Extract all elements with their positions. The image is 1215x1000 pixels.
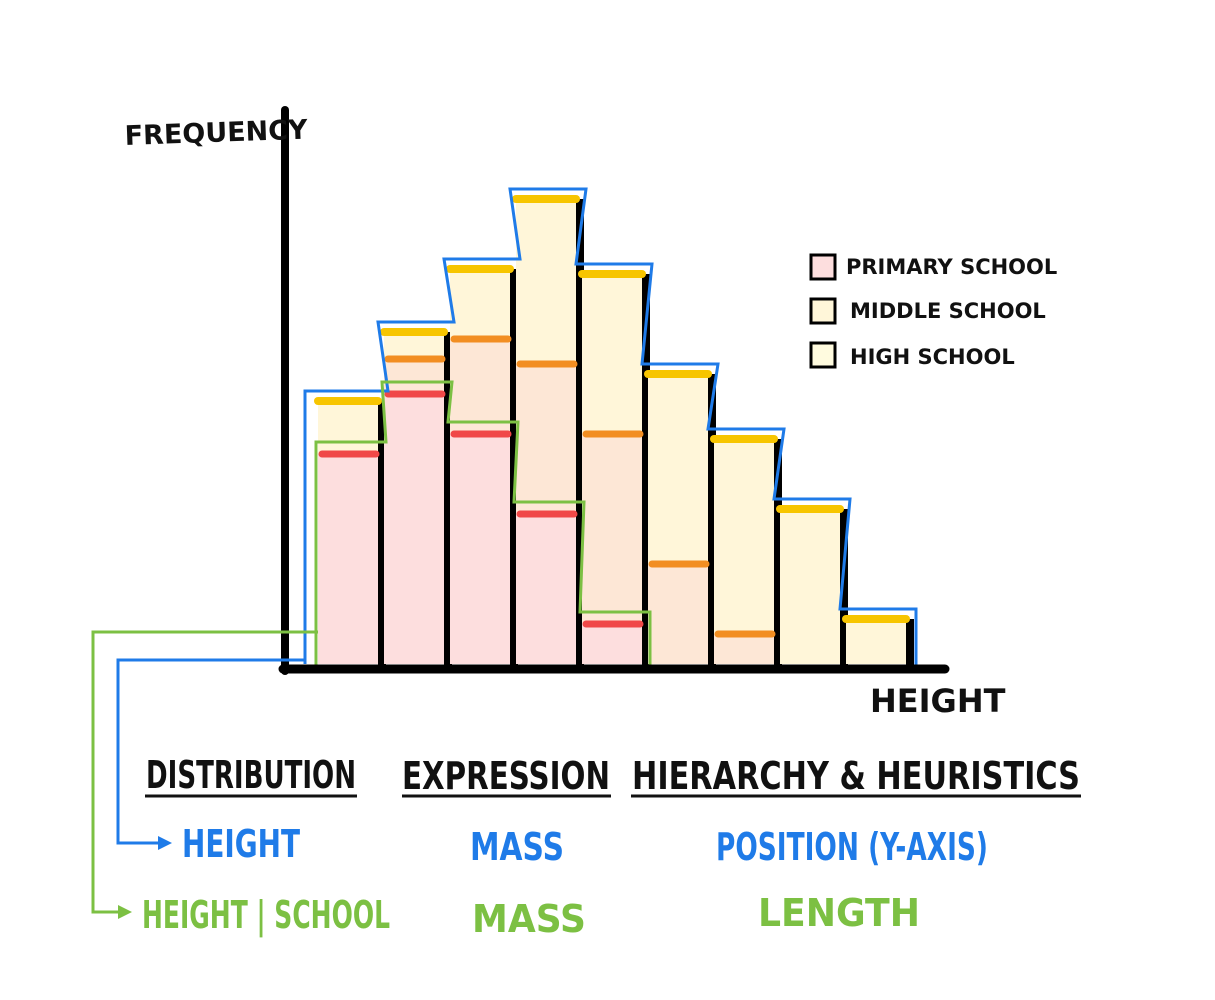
green-arrowhead [118, 905, 132, 919]
total-distribution-outline [303, 187, 924, 668]
legend-swatch-primary [809, 253, 837, 281]
bar-group [314, 195, 914, 666]
bar-high-school [384, 332, 446, 359]
legend-label-middle: MIDDLE SCHOOL [850, 299, 1046, 323]
header-hierarchy: HIERARCHY & HEURISTICS [632, 754, 1080, 798]
green-connector-line [91, 630, 318, 914]
blue-connector-line [116, 658, 305, 845]
green-row: HEIGHT | SCHOOL MASS LENGTH [142, 891, 920, 941]
table-headers: DISTRIBUTION EXPRESSION HIERARCHY & HEUR… [145, 753, 1081, 798]
bar-primary-school [582, 624, 644, 664]
green-row-expression: MASS [472, 897, 586, 941]
green-row-distribution: HEIGHT | SCHOOL [142, 893, 390, 938]
bar-high-school [516, 199, 578, 364]
blue-row-hierarchy: POSITION (Y-AXIS) [716, 825, 988, 869]
bar-middle-school [516, 364, 578, 514]
y-axis-label: FREQUENCY [124, 115, 308, 152]
blue-row-distribution: HEIGHT [182, 822, 300, 866]
bar-primary-school [450, 434, 512, 664]
bar-middle-school [714, 634, 776, 664]
legend: PRIMARY SCHOOL MIDDLE SCHOOL HIGH SCHOOL [809, 253, 1057, 369]
x-axis-label: HEIGHT [870, 682, 1006, 720]
bar-middle-school [648, 564, 710, 664]
header-distribution: DISTRIBUTION [146, 753, 356, 797]
legend-label-primary: PRIMARY SCHOOL [846, 255, 1057, 279]
bar-primary-school [318, 454, 380, 664]
blue-row: HEIGHT MASS POSITION (Y-AXIS) [182, 822, 988, 869]
bar-middle-school [582, 434, 644, 624]
bar-high-school [846, 619, 908, 664]
bar-high-school [582, 274, 644, 434]
green-row-hierarchy: LENGTH [758, 891, 920, 935]
legend-swatch-high [809, 341, 837, 369]
primary-distribution-outline [314, 380, 652, 668]
bar-primary-school [384, 394, 446, 664]
legend-swatch-middle [809, 297, 837, 325]
header-expression: EXPRESSION [402, 754, 610, 798]
blue-row-expression: MASS [470, 825, 564, 869]
blue-arrowhead [158, 836, 172, 850]
bar-middle-school [384, 359, 446, 394]
legend-label-high: HIGH SCHOOL [850, 345, 1015, 369]
bar-high-school [714, 439, 776, 634]
bar-high-school [648, 374, 710, 564]
bar-high-school [450, 269, 512, 339]
bar-high-school [318, 401, 380, 454]
bar-middle-school [450, 339, 512, 434]
bar-high-school [780, 509, 842, 664]
bar-primary-school [516, 514, 578, 664]
